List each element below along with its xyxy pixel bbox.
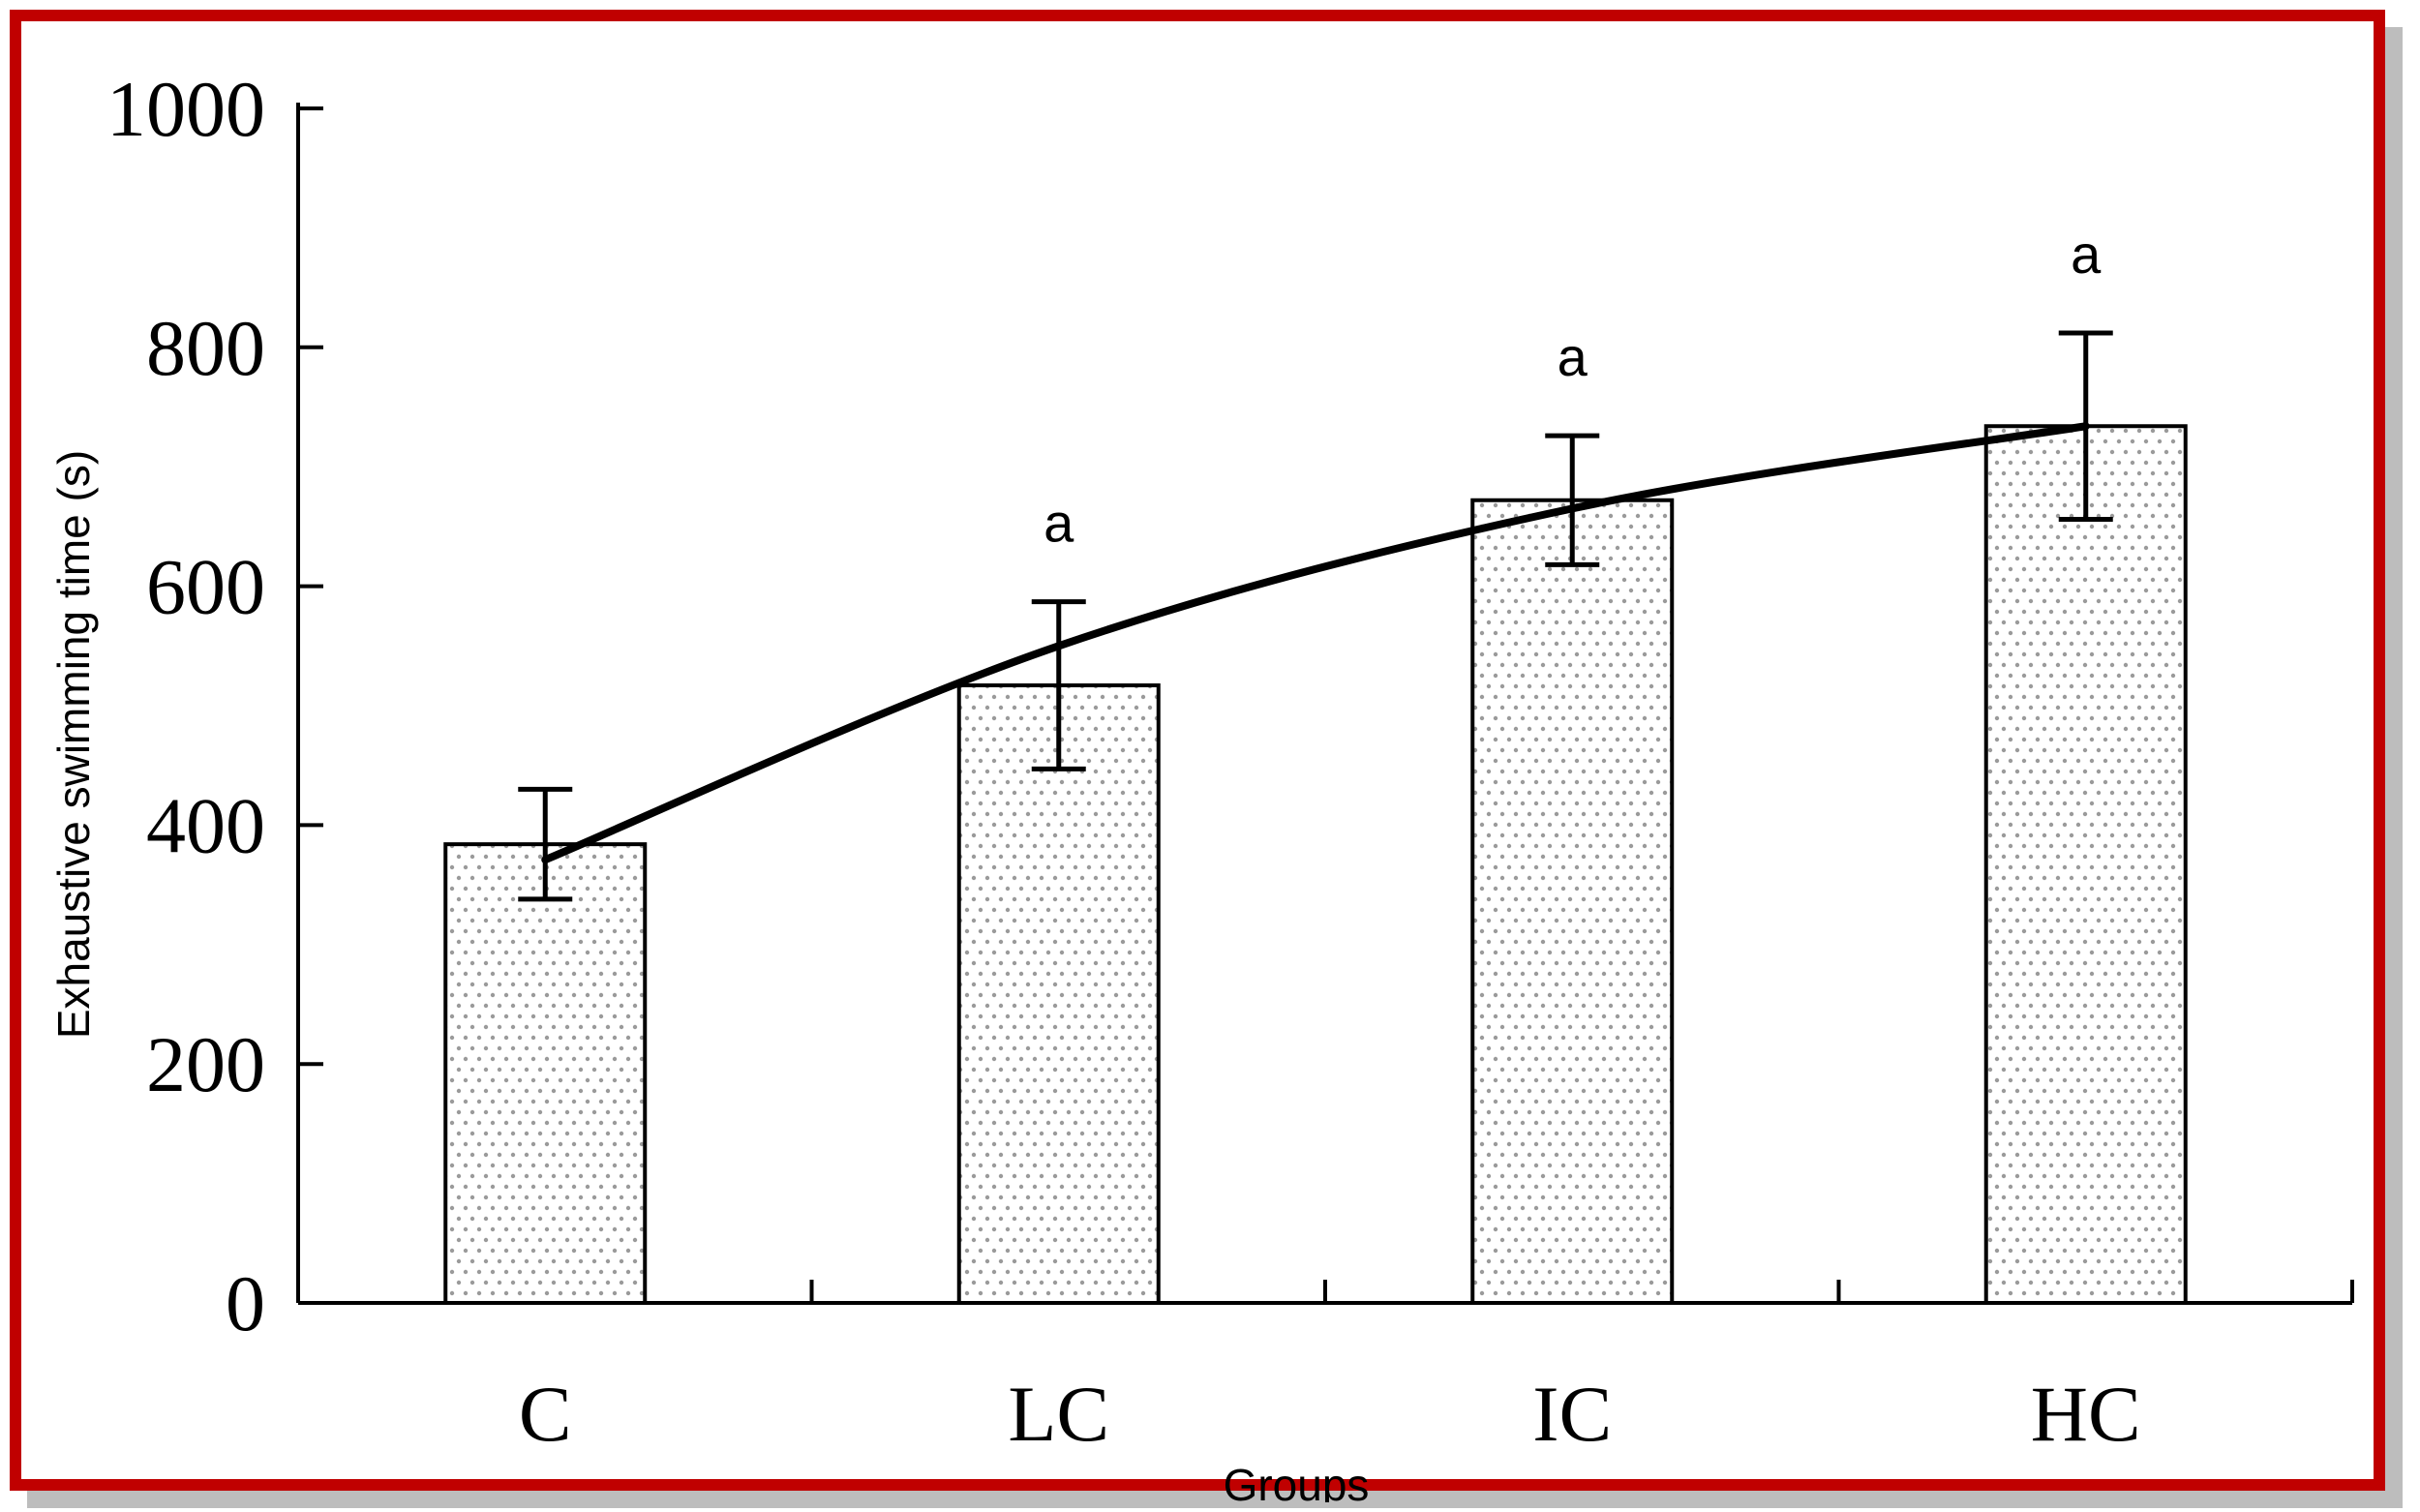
y-tick-label: 800 — [146, 304, 265, 392]
error-bars — [518, 330, 2113, 902]
bar-ic — [1470, 498, 1675, 1305]
significance-label: a — [1044, 493, 1074, 554]
error-bar-ic — [1545, 433, 1600, 567]
bars — [443, 424, 2188, 1305]
error-bar-lc — [1031, 599, 1086, 771]
bar-hc — [1983, 424, 2188, 1305]
y-tick-label: 1000 — [106, 65, 265, 153]
x-tick-label: LC — [1008, 1370, 1109, 1458]
axes: 0 200 400 600 800 1000 — [106, 65, 2354, 1347]
trend-line-path — [541, 422, 2090, 864]
trend-line — [541, 422, 2090, 864]
labels: a a a C LC IC HC Exhaustive swimming time (s) Gr… — [48, 224, 2141, 1502]
error-bar-c — [518, 786, 573, 902]
x-tick-label: IC — [1532, 1370, 1612, 1458]
y-tick-label: 600 — [146, 543, 265, 631]
bar-lc — [956, 683, 1161, 1305]
x-tick-label: HC — [2031, 1370, 2141, 1458]
y-tick-label: 200 — [146, 1020, 265, 1108]
bar-chart: 0 200 400 600 800 1000 a a a C LC IC HC Exhaustive s… — [48, 65, 2354, 1502]
bar-c — [443, 842, 648, 1305]
y-axis-title: Exhaustive swimming time (s) — [48, 450, 99, 1039]
significance-label: a — [1558, 326, 1588, 387]
figure-frame: 0 200 400 600 800 1000 a a a C LC IC HC Exhaustive s… — [10, 10, 2385, 1502]
x-tick-label: C — [519, 1370, 572, 1458]
y-tick-label: 0 — [226, 1259, 265, 1347]
significance-label: a — [2071, 224, 2102, 285]
y-tick-label: 400 — [146, 781, 265, 869]
x-axis-title: Groups — [1224, 1460, 1370, 1502]
